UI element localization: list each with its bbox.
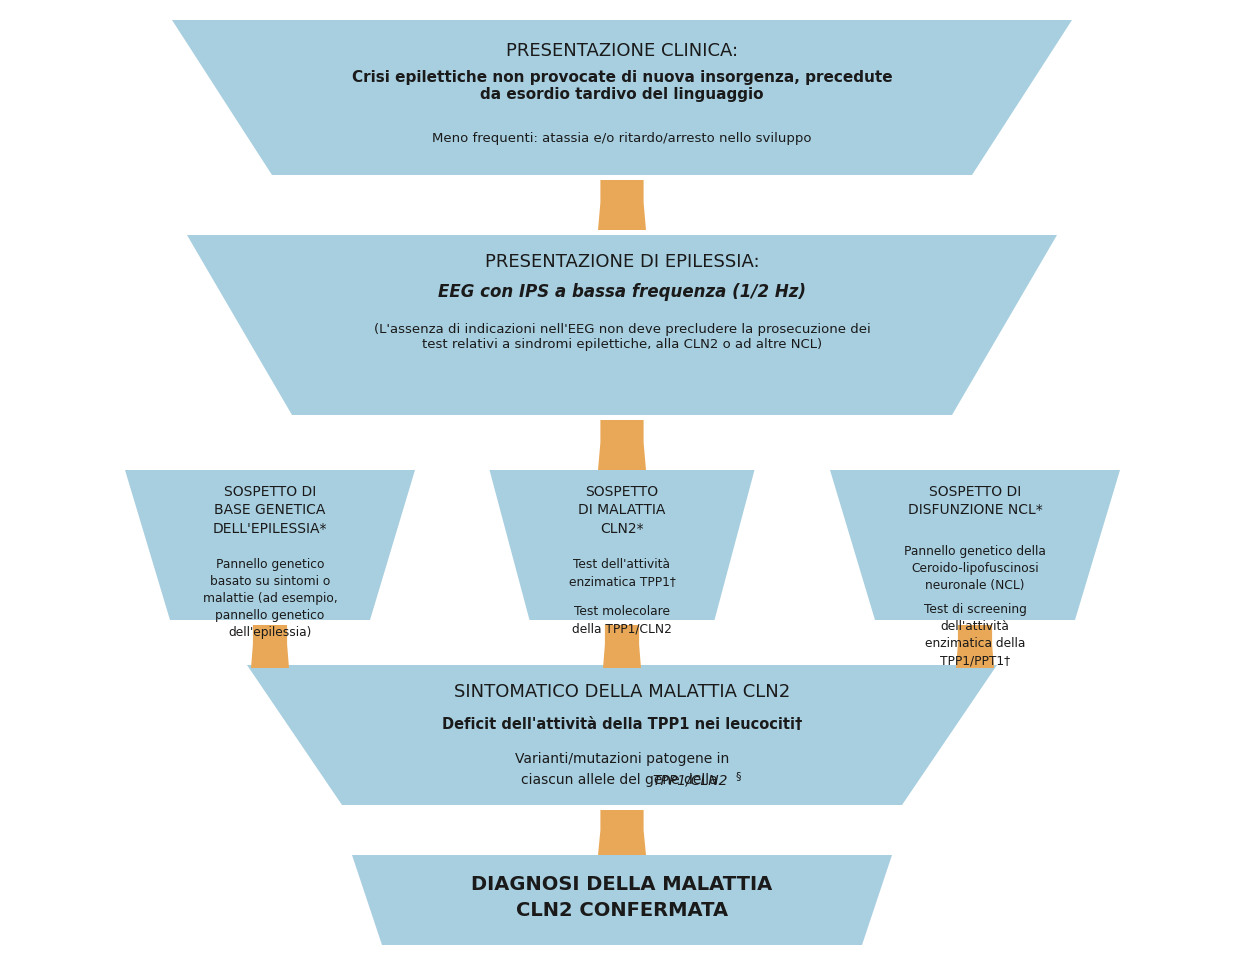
Text: (L'assenza di indicazioni nell'EEG non deve precludere la prosecuzione dei
test : (L'assenza di indicazioni nell'EEG non d…	[373, 323, 871, 351]
Text: Test di screening
dell'attività
enzimatica della
TPP1/PPT1†: Test di screening dell'attività enzimati…	[923, 603, 1026, 667]
Polygon shape	[598, 180, 646, 230]
Polygon shape	[598, 420, 646, 470]
Text: Pannello genetico della
Ceroido-lipofuscinosi
neuronale (NCL): Pannello genetico della Ceroido-lipofusc…	[904, 545, 1046, 592]
Polygon shape	[251, 625, 289, 668]
Text: DIAGNOSI DELLA MALATTIA
CLN2 CONFERMATA: DIAGNOSI DELLA MALATTIA CLN2 CONFERMATA	[471, 875, 773, 920]
Text: TPP1/CLN2: TPP1/CLN2	[652, 773, 728, 787]
Polygon shape	[248, 665, 996, 805]
Polygon shape	[124, 470, 415, 620]
Text: SOSPETTO
DI MALATTIA
CLN2*: SOSPETTO DI MALATTIA CLN2*	[578, 485, 666, 536]
Text: SOSPETTO DI
BASE GENETICA
DELL'EPILESSIA*: SOSPETTO DI BASE GENETICA DELL'EPILESSIA…	[213, 485, 327, 536]
Text: ciascun allele del gene della: ciascun allele del gene della	[521, 773, 723, 787]
Text: Test dell'attività
enzimatica TPP1†: Test dell'attività enzimatica TPP1†	[569, 558, 675, 588]
Text: PRESENTAZIONE CLINICA:: PRESENTAZIONE CLINICA:	[506, 42, 738, 60]
Text: Test molecolare
della TPP1/CLN2: Test molecolare della TPP1/CLN2	[572, 605, 672, 635]
Polygon shape	[489, 470, 755, 620]
Text: §: §	[735, 771, 740, 781]
Text: SINTOMATICO DELLA MALATTIA CLN2: SINTOMATICO DELLA MALATTIA CLN2	[454, 683, 790, 701]
Polygon shape	[598, 810, 646, 855]
Text: Pannello genetico
basato su sintomi o
malattie (ad esempio,
pannello genetico
de: Pannello genetico basato su sintomi o ma…	[203, 558, 337, 639]
Text: Varianti/mutazioni patogene in: Varianti/mutazioni patogene in	[515, 752, 729, 766]
Polygon shape	[187, 235, 1057, 415]
Text: Meno frequenti: atassia e/o ritardo/arresto nello sviluppo: Meno frequenti: atassia e/o ritardo/arre…	[432, 132, 812, 145]
Text: PRESENTAZIONE DI EPILESSIA:: PRESENTAZIONE DI EPILESSIA:	[485, 253, 759, 271]
Polygon shape	[830, 470, 1120, 620]
Text: Deficit dell'attività della TPP1 nei leucociti†: Deficit dell'attività della TPP1 nei leu…	[442, 717, 802, 732]
Polygon shape	[955, 625, 994, 668]
Polygon shape	[352, 855, 892, 945]
Polygon shape	[172, 20, 1072, 175]
Text: SOSPETTO DI
DISFUNZIONE NCL*: SOSPETTO DI DISFUNZIONE NCL*	[908, 485, 1042, 518]
Text: EEG con IPS a bassa frequenza (1/2 Hz): EEG con IPS a bassa frequenza (1/2 Hz)	[438, 283, 806, 301]
Polygon shape	[603, 625, 641, 668]
Text: Crisi epilettiche non provocate di nuova insorgenza, precedute
da esordio tardiv: Crisi epilettiche non provocate di nuova…	[352, 70, 892, 102]
